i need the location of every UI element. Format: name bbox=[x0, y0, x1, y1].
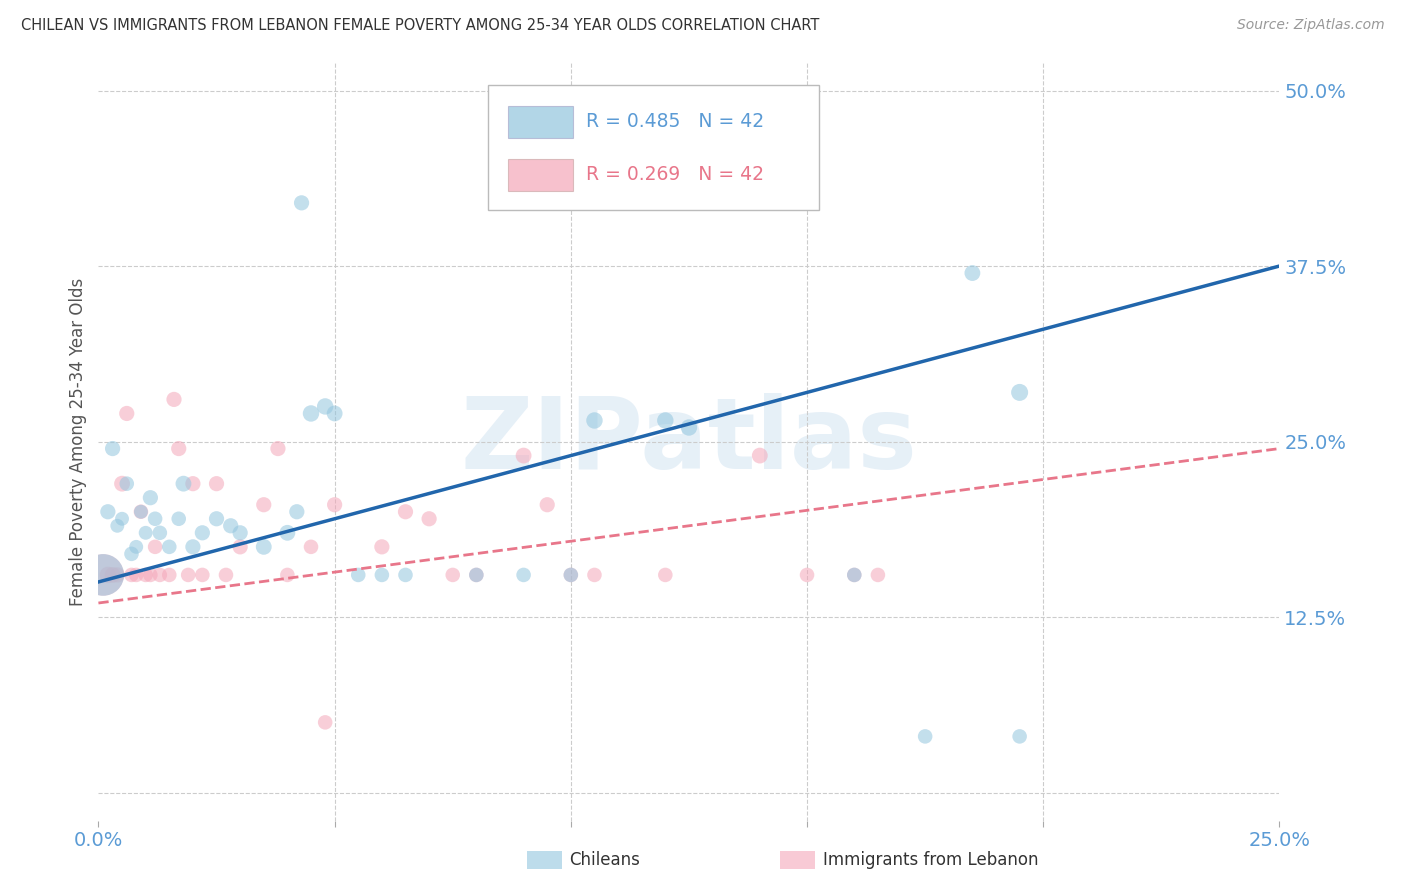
Point bbox=[191, 525, 214, 540]
Text: ZIPatlas: ZIPatlas bbox=[461, 393, 917, 490]
Point bbox=[678, 420, 700, 434]
Point bbox=[796, 568, 818, 582]
Point bbox=[125, 540, 148, 554]
Point bbox=[394, 568, 416, 582]
Point bbox=[135, 568, 157, 582]
Point bbox=[215, 568, 238, 582]
Point bbox=[181, 476, 204, 491]
Point bbox=[347, 568, 370, 582]
Point bbox=[583, 413, 606, 427]
Text: R = 0.269   N = 42: R = 0.269 N = 42 bbox=[586, 165, 765, 184]
Point bbox=[219, 518, 242, 533]
Point bbox=[314, 400, 336, 414]
Point bbox=[394, 505, 416, 519]
Point bbox=[654, 413, 676, 427]
Point bbox=[163, 392, 186, 407]
Y-axis label: Female Poverty Among 25-34 Year Olds: Female Poverty Among 25-34 Year Olds bbox=[69, 277, 87, 606]
Point bbox=[748, 449, 770, 463]
Point bbox=[371, 568, 394, 582]
Point bbox=[172, 476, 194, 491]
Point bbox=[91, 568, 114, 582]
Point bbox=[253, 498, 276, 512]
Point bbox=[371, 540, 394, 554]
FancyBboxPatch shape bbox=[508, 106, 574, 138]
Point bbox=[129, 505, 152, 519]
Point bbox=[91, 568, 114, 582]
Point bbox=[111, 476, 134, 491]
Point bbox=[285, 505, 308, 519]
Point bbox=[276, 568, 298, 582]
Point bbox=[177, 568, 200, 582]
Text: Source: ZipAtlas.com: Source: ZipAtlas.com bbox=[1237, 18, 1385, 32]
Point bbox=[276, 525, 298, 540]
Text: Immigrants from Lebanon: Immigrants from Lebanon bbox=[823, 851, 1038, 869]
Point bbox=[115, 407, 138, 421]
Point bbox=[866, 568, 889, 582]
Point bbox=[143, 512, 166, 526]
Point bbox=[125, 568, 148, 582]
Point bbox=[149, 525, 172, 540]
FancyBboxPatch shape bbox=[508, 160, 574, 191]
Point bbox=[536, 498, 558, 512]
Point bbox=[105, 568, 128, 582]
Point bbox=[418, 512, 440, 526]
Point bbox=[654, 568, 676, 582]
Point bbox=[229, 540, 252, 554]
Point bbox=[229, 525, 252, 540]
Point bbox=[101, 442, 124, 456]
Point bbox=[465, 568, 488, 582]
Point bbox=[191, 568, 214, 582]
Point bbox=[121, 568, 143, 582]
Point bbox=[157, 568, 180, 582]
Text: R = 0.485   N = 42: R = 0.485 N = 42 bbox=[586, 112, 765, 131]
Point bbox=[583, 568, 606, 582]
Point bbox=[253, 540, 276, 554]
Point bbox=[512, 568, 534, 582]
Point bbox=[121, 547, 143, 561]
Point bbox=[314, 715, 336, 730]
FancyBboxPatch shape bbox=[488, 85, 818, 211]
Point bbox=[299, 407, 322, 421]
Point bbox=[139, 491, 162, 505]
Point bbox=[135, 525, 157, 540]
Text: Chileans: Chileans bbox=[569, 851, 640, 869]
Point bbox=[299, 540, 322, 554]
Point bbox=[844, 568, 866, 582]
Point bbox=[181, 540, 204, 554]
Point bbox=[962, 266, 984, 280]
Point bbox=[129, 505, 152, 519]
Point bbox=[560, 568, 582, 582]
Point bbox=[115, 476, 138, 491]
Point bbox=[844, 568, 866, 582]
Point bbox=[1008, 385, 1031, 400]
Point bbox=[323, 498, 346, 512]
Point bbox=[267, 442, 290, 456]
Point bbox=[1008, 730, 1031, 744]
Point bbox=[97, 505, 120, 519]
Point bbox=[101, 568, 124, 582]
Point bbox=[149, 568, 172, 582]
Point bbox=[914, 730, 936, 744]
Point bbox=[441, 568, 464, 582]
Point bbox=[97, 568, 120, 582]
Point bbox=[205, 476, 228, 491]
Point bbox=[560, 568, 582, 582]
Point bbox=[105, 518, 128, 533]
Point bbox=[205, 512, 228, 526]
Point bbox=[143, 540, 166, 554]
Point bbox=[167, 442, 190, 456]
Point bbox=[290, 195, 312, 210]
Point bbox=[512, 449, 534, 463]
Text: CHILEAN VS IMMIGRANTS FROM LEBANON FEMALE POVERTY AMONG 25-34 YEAR OLDS CORRELAT: CHILEAN VS IMMIGRANTS FROM LEBANON FEMAL… bbox=[21, 18, 820, 33]
Point bbox=[167, 512, 190, 526]
Point bbox=[139, 568, 162, 582]
Point bbox=[465, 568, 488, 582]
Point bbox=[111, 512, 134, 526]
Point bbox=[157, 540, 180, 554]
Point bbox=[323, 407, 346, 421]
